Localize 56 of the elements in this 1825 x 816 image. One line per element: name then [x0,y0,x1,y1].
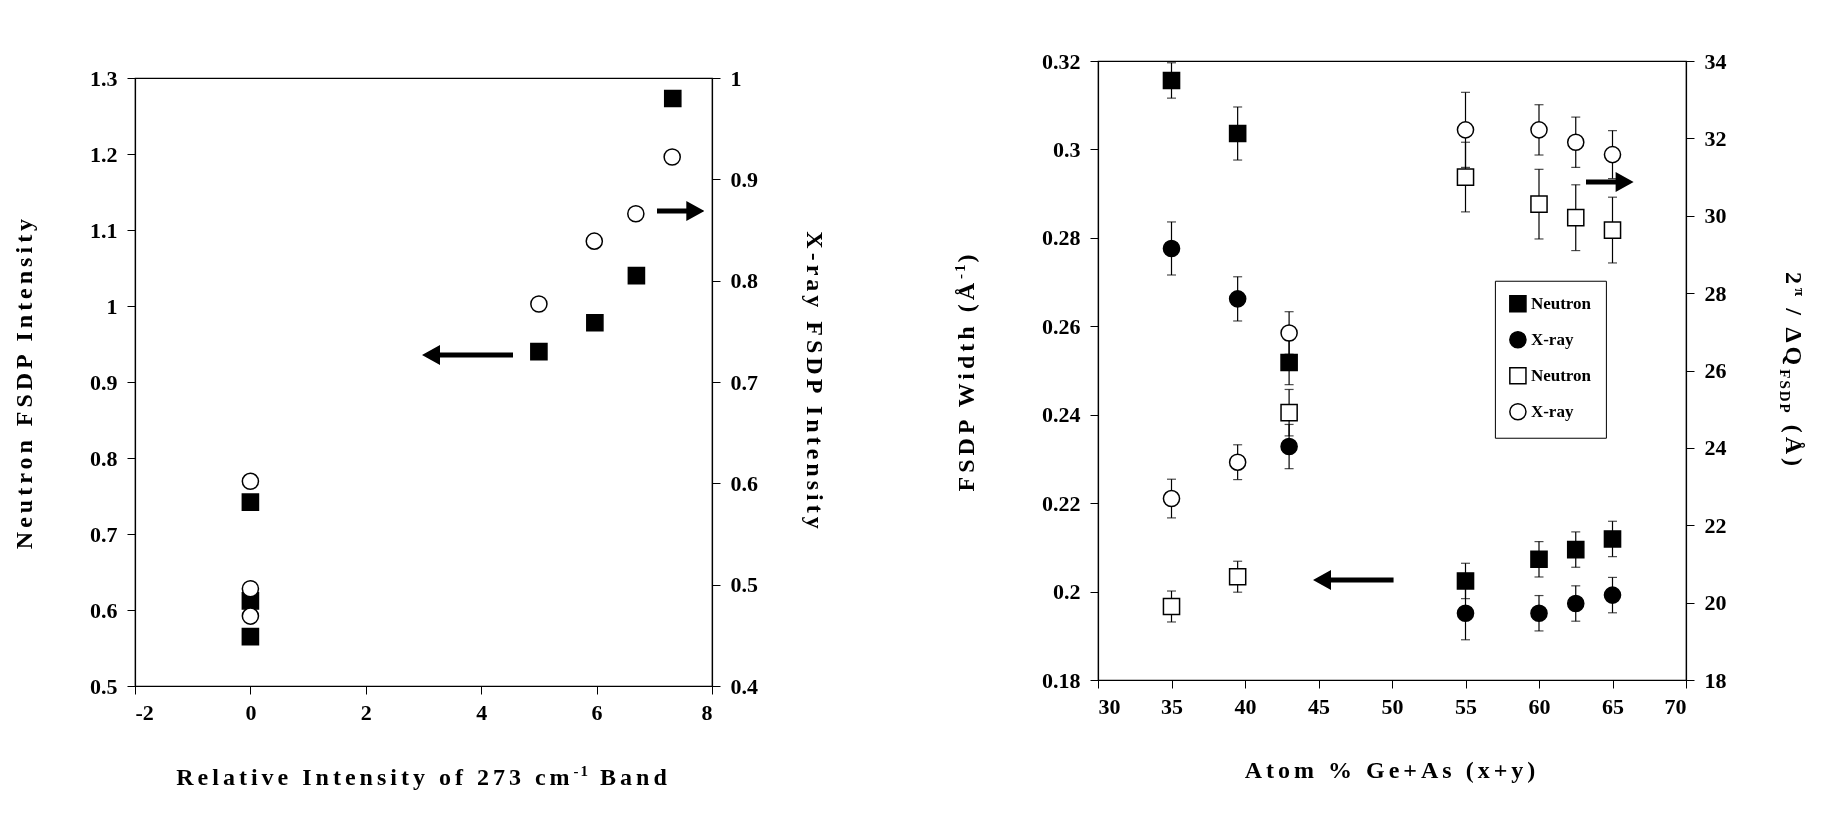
y-tick-label: 0.22 [1042,490,1081,516]
y-tick-label: 0.5 [90,673,118,699]
y2-tick-label: 24 [1704,435,1727,461]
x-tick-label: 2 [360,699,372,725]
y2-tick-label: 32 [1704,125,1727,151]
y2-tick-label: 0.5 [730,572,758,598]
y2-tick-label: 0.4 [730,673,758,699]
y2-tick-label: 22 [1704,512,1727,538]
y2-tick-label: 30 [1704,203,1727,229]
x-tick-label: 8 [701,699,713,725]
x-tick-label: 30 [1098,693,1121,719]
x-axis-title: Relative Intensity of 273 cm$^{-1}$ Band [176,762,671,790]
x-tick-label: 0 [245,699,257,725]
x-tick-label: 35 [1161,693,1183,719]
y2-tick-label: 0.8 [730,268,758,294]
y2-tick-label: 34 [1704,48,1727,74]
x-tick-label: 45 [1308,693,1330,719]
x-tick-label: 65 [1602,693,1624,719]
x-tick-label: 50 [1381,693,1404,719]
legend-label: Neutron [1530,293,1592,313]
y-tick-label: 1.1 [90,217,118,243]
legend-label: X-ray [1530,401,1574,421]
y-tick-label: 1.2 [90,141,118,167]
y-tick-label: 0.18 [1042,667,1081,693]
x-axis-title: Atom % Ge+As (x+y) [1244,757,1540,783]
y2-tick-label: 1 [730,65,742,91]
y-tick-label: 1 [106,293,118,319]
y-tick-label: 0.8 [90,445,118,471]
y2-tick-label: 20 [1704,590,1727,616]
x-tick-label: -2 [135,699,154,725]
y-tick-label: 0.24 [1042,402,1081,428]
x-tick-label: 4 [476,699,488,725]
x-tick-label: 55 [1455,693,1477,719]
y-tick-label: 1.3 [90,65,118,91]
y-axis-title: Neutron FSDP Intensity [11,214,37,550]
y2-tick-label: 28 [1704,280,1727,306]
y-tick-label: 0.3 [1053,136,1081,162]
x-tick-label: 70 [1664,693,1687,719]
legend-label: Neutron [1530,365,1592,385]
y-tick-label: 0.9 [90,369,118,395]
y-tick-label: 0.7 [90,521,118,547]
y-tick-label: 0.2 [1053,579,1081,605]
x-tick-label: 6 [591,699,603,725]
y-tick-label: 0.26 [1042,313,1081,339]
x-tick-label: 60 [1528,693,1551,719]
y2-axis-title: X-ray FSDP Intensity [802,231,828,533]
y2-tick-label: 18 [1704,667,1727,693]
legend-label: X-ray [1530,329,1574,349]
y2-tick-label: 0.9 [730,166,758,192]
y2-tick-label: 0.7 [730,369,758,395]
y-tick-label: 0.28 [1042,225,1081,251]
y-tick-label: 0.6 [90,597,118,623]
y-tick-label: 0.32 [1042,48,1081,74]
y2-tick-label: 26 [1704,358,1727,383]
x-tick-label: 40 [1234,693,1257,719]
y2-tick-label: 0.6 [730,470,758,496]
